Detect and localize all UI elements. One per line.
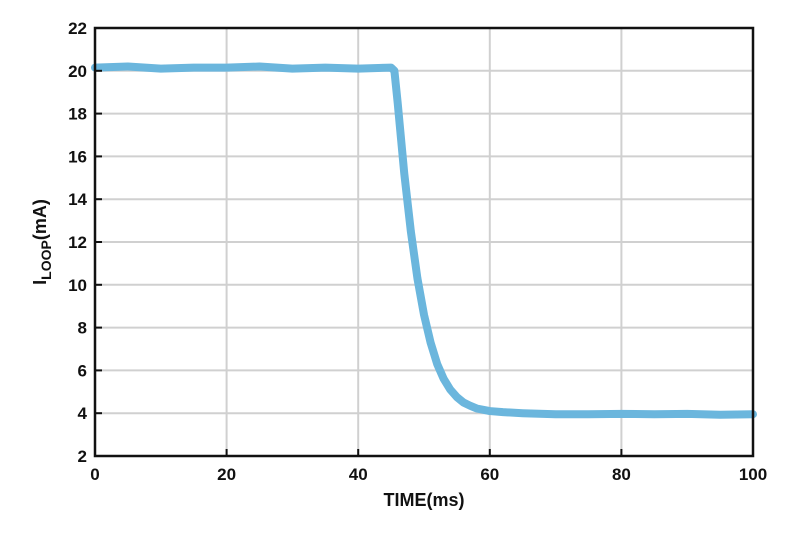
series-line-0 xyxy=(91,62,757,419)
y-axis-label-main: I xyxy=(30,280,50,285)
x-tick-label: 0 xyxy=(90,465,99,484)
y-tick-label: 18 xyxy=(68,105,87,124)
y-tick-label: 10 xyxy=(68,276,87,295)
x-tick-label: 100 xyxy=(739,465,767,484)
x-tick-label: 40 xyxy=(349,465,368,484)
grid-layer xyxy=(95,28,753,456)
y-tick-label: 8 xyxy=(78,319,87,338)
x-axis-label: TIME(ms) xyxy=(384,490,465,510)
y-axis-label-unit: (mA) xyxy=(30,199,50,240)
tick-layer: 0 20 40 60 80 100 2 4 6 8 10 12 14 16 18 20 22 xyxy=(68,19,767,484)
y-tick-label: 14 xyxy=(68,190,87,209)
y-tick-label: 4 xyxy=(78,404,88,423)
y-tick-label: 6 xyxy=(78,361,87,380)
y-axis-label: ILOOP(mA) xyxy=(30,199,54,285)
y-axis-label-subscript: LOOP xyxy=(38,240,54,280)
y-tick-label: 2 xyxy=(78,447,87,466)
series-layer xyxy=(91,62,757,419)
x-tick-label: 60 xyxy=(480,465,499,484)
x-tick-label: 80 xyxy=(612,465,631,484)
x-tick-label: 20 xyxy=(217,465,236,484)
y-tick-label: 22 xyxy=(68,19,87,38)
y-tick-label: 20 xyxy=(68,62,87,81)
y-tick-label: 16 xyxy=(68,147,87,166)
y-tick-label: 12 xyxy=(68,233,87,252)
